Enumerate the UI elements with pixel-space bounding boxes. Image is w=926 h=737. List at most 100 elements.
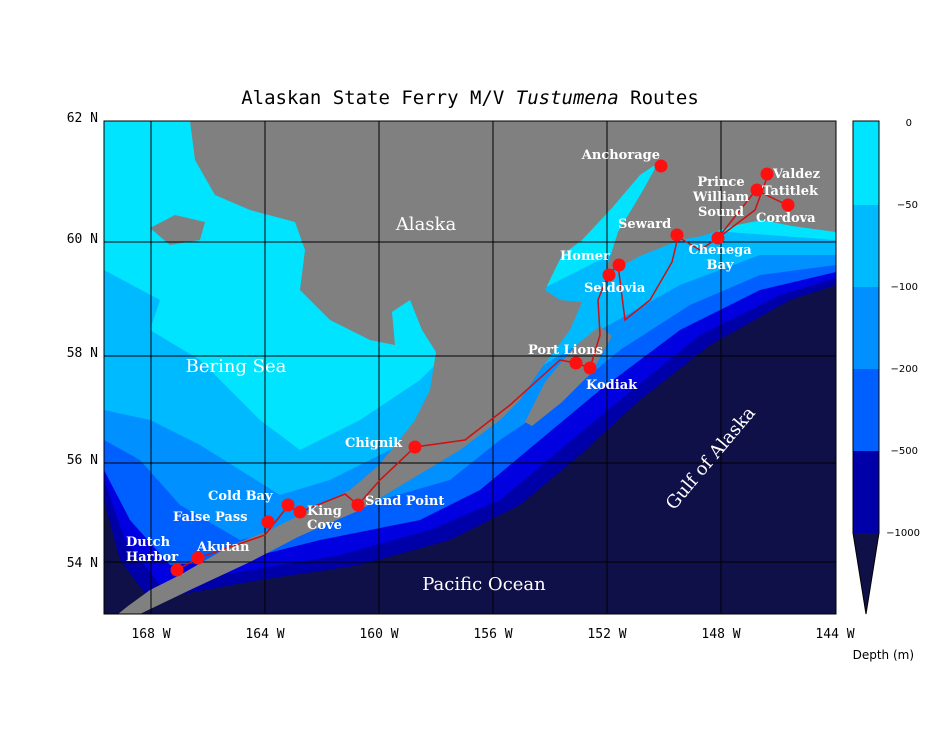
- port-label-line: William: [692, 190, 750, 205]
- longitude-label: 152 W: [587, 627, 626, 642]
- port-label: Dutch Harbor: [126, 535, 178, 565]
- port-label: Seldovia: [584, 281, 646, 296]
- colorbar-segment: [853, 369, 879, 451]
- port-label-line: Seward: [618, 217, 671, 232]
- port-label-line: Dutch: [126, 535, 171, 550]
- longitude-label: 160 W: [359, 627, 398, 642]
- port-marker: [408, 440, 422, 454]
- title-ship: Tustumena: [516, 87, 619, 109]
- port-label-line: Anchorage: [581, 148, 660, 163]
- port-marker: [583, 361, 597, 375]
- port-label: Anchorage: [581, 148, 660, 163]
- longitude-label: 156 W: [473, 627, 512, 642]
- port-label-line: Port Lions: [528, 343, 603, 358]
- colorbar-label: −50: [897, 200, 918, 211]
- port-marker: [612, 258, 626, 272]
- port-marker: [654, 159, 668, 173]
- longitude-label: 144 W: [815, 627, 854, 642]
- land-island: [150, 215, 205, 245]
- port-labels: Anchorage Valdez Prince William Sound Tati…: [126, 148, 820, 565]
- latitude-label: 62 N: [67, 111, 98, 126]
- port-label-line: Chignik: [345, 436, 403, 451]
- port-label: False Pass: [173, 510, 247, 525]
- port-label-line: Chenega: [688, 243, 752, 258]
- port-label-line: Cold Bay: [208, 489, 273, 504]
- latitude-label: 58 N: [67, 346, 98, 361]
- port-marker: [170, 563, 184, 577]
- port-label-line: Homer: [560, 249, 610, 264]
- port-label: Valdez: [772, 167, 820, 182]
- port-marker: [191, 551, 205, 565]
- port-label: Tatitlek: [762, 184, 819, 199]
- port-marker: [602, 268, 616, 282]
- port-label: Homer: [560, 249, 610, 264]
- ports: [170, 159, 795, 577]
- latitude-axis: 62 N 60 N 58 N 56 N 54 N: [67, 111, 98, 571]
- port-label: Seward: [618, 217, 671, 232]
- port-label-line: Cove: [307, 518, 342, 533]
- port-label-line: False Pass: [173, 510, 247, 525]
- port-marker: [569, 356, 583, 370]
- longitude-label: 164 W: [245, 627, 284, 642]
- colorbar-label: 0: [906, 118, 912, 129]
- port-label-line: King: [307, 504, 342, 519]
- land-kodiak: [525, 326, 612, 426]
- port-marker: [711, 231, 725, 245]
- colorbar: 0 −50 −100 −200 −500 −1000 Depth (m): [852, 118, 920, 662]
- port-label: Port Lions: [528, 343, 603, 358]
- port-label-line: Valdez: [772, 167, 820, 182]
- port-label: King Cove: [307, 504, 342, 533]
- port-marker: [670, 228, 684, 242]
- port-label: Cold Bay: [208, 489, 273, 504]
- region-label: Pacific Ocean: [422, 574, 546, 595]
- colorbar-extension: [853, 533, 879, 614]
- port-marker: [750, 183, 764, 197]
- title-text: Alaskan State Ferry M/V: [241, 87, 516, 109]
- port-label: Prince William Sound: [692, 175, 750, 220]
- longitude-label: 168 W: [131, 627, 170, 642]
- title: Alaskan State Ferry M/V Tustumena Routes: [241, 87, 699, 109]
- port-label: Chignik: [345, 436, 403, 451]
- port-label-line: Seldovia: [584, 281, 646, 296]
- port-marker: [781, 198, 795, 212]
- longitude-label: 148 W: [701, 627, 740, 642]
- colorbar-label: −100: [891, 282, 918, 293]
- port-label: Cordova: [756, 211, 816, 226]
- graticule: [104, 121, 836, 614]
- port-label-line: Bay: [707, 258, 734, 273]
- port-label: Sand Point: [365, 494, 444, 509]
- port-label-line: Tatitlek: [762, 184, 819, 199]
- colorbar-segment: [853, 451, 879, 533]
- colorbar-frame: [852, 120, 880, 615]
- map: [104, 121, 836, 614]
- port-label: Akutan: [196, 540, 250, 555]
- map-frame: [103, 120, 837, 615]
- colorbar-label: −1000: [886, 528, 920, 539]
- longitude-axis: 168 W 164 W 160 W 156 W 152 W 148 W 144 …: [131, 627, 854, 642]
- port-label-line: Kodiak: [586, 378, 638, 393]
- colorbar-segment: [853, 205, 879, 287]
- port-marker: [760, 167, 774, 181]
- latitude-label: 54 N: [67, 556, 98, 571]
- port-marker: [351, 498, 365, 512]
- port-label-line: Akutan: [196, 540, 250, 555]
- port-marker: [293, 505, 307, 519]
- latitude-label: 60 N: [67, 232, 98, 247]
- port-label-line: Sand Point: [365, 494, 444, 509]
- land-mainland: [118, 121, 836, 614]
- port-label: Kodiak: [586, 378, 638, 393]
- colorbar-segment: [853, 121, 879, 205]
- latitude-label: 56 N: [67, 453, 98, 468]
- port-label-line: Cordova: [756, 211, 816, 226]
- region-label: Alaska: [395, 214, 457, 235]
- title-text: Routes: [619, 87, 699, 109]
- port-marker: [281, 498, 295, 512]
- port-label-line: Harbor: [126, 550, 178, 565]
- port-label: Chenega Bay: [688, 243, 752, 273]
- port-label-line: Sound: [698, 205, 744, 220]
- colorbar-label: −200: [891, 364, 918, 375]
- port-label-line: Prince: [697, 175, 744, 190]
- colorbar-label: −500: [891, 446, 918, 457]
- region-label: Bering Sea: [186, 356, 287, 377]
